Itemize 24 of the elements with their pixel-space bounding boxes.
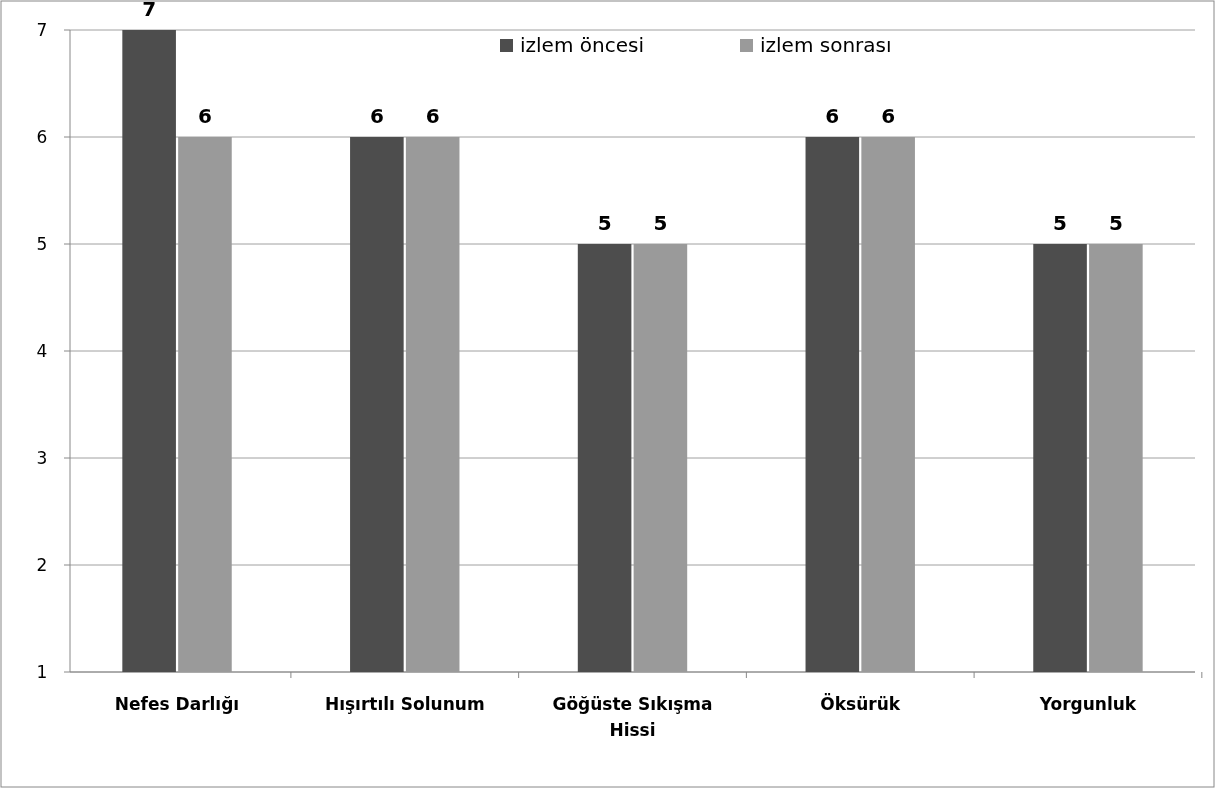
data-label: 6	[825, 104, 840, 128]
data-label: 6	[425, 104, 440, 128]
x-tick-label: Yorgunluk	[1038, 694, 1137, 714]
legend-label: izlem sonrası	[760, 33, 892, 57]
data-label: 6	[369, 104, 384, 128]
y-tick-label: 5	[36, 233, 48, 254]
x-tick-label: Nefes Darlığı	[114, 694, 240, 714]
x-tick-label: Göğüste Sıkışma Hissi	[552, 694, 713, 740]
data-label: 5	[653, 211, 668, 235]
data-label: 5	[1053, 211, 1068, 235]
legend-label: izlem öncesi	[520, 33, 644, 57]
y-tick-label: 6	[36, 126, 48, 147]
data-label: 5	[1108, 211, 1123, 235]
y-tick-label: 2	[36, 554, 48, 575]
data-label: 6	[197, 104, 212, 128]
data-label: 7	[142, 0, 157, 21]
y-tick-label: 1	[36, 661, 48, 682]
y-tick-label: 3	[36, 447, 48, 468]
y-tick-label: 7	[36, 19, 48, 40]
data-label: 6	[881, 104, 896, 128]
data-label: 5	[597, 211, 612, 235]
y-tick-label: 4	[36, 340, 48, 361]
x-tick-label: Öksürük	[820, 693, 901, 714]
x-tick-label: Hışırtılı Solunum	[324, 694, 485, 714]
